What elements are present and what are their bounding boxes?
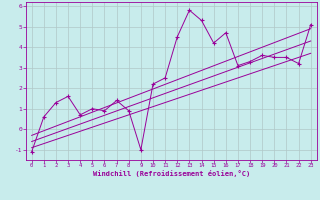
X-axis label: Windchill (Refroidissement éolien,°C): Windchill (Refroidissement éolien,°C) [92, 170, 250, 177]
